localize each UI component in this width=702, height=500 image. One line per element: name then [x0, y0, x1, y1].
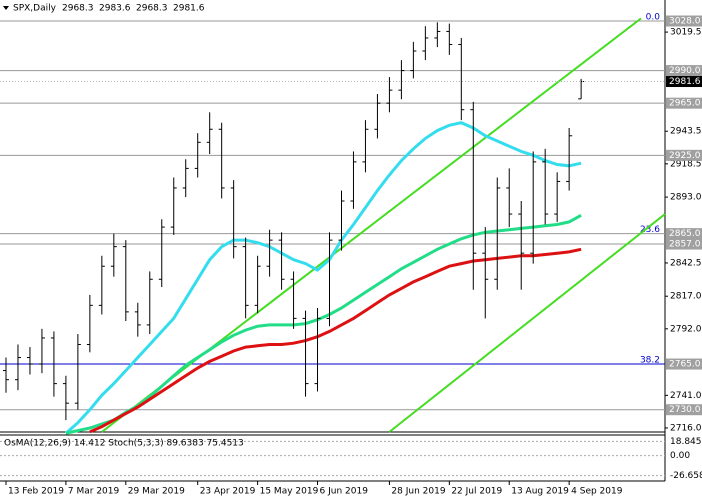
quote-value: 2981.6 [173, 4, 205, 14]
quote-value: 2968.3 [62, 4, 94, 14]
moving-average [65, 213, 582, 435]
x-tick-label: 28 Jun 2019 [391, 487, 445, 497]
level-label: 3028.0 [669, 17, 701, 27]
x-tick-label: 7 Mar 2019 [68, 487, 120, 497]
level-label-box [666, 404, 702, 416]
level-label-box [666, 358, 702, 370]
quote-value: 2968.3 [136, 4, 168, 14]
fib-label: 0.0 [646, 13, 661, 23]
level-label: 2965.0 [669, 99, 701, 109]
level-label: 2765.0 [669, 360, 701, 370]
current-price-box [666, 76, 702, 88]
level-label-box [666, 65, 702, 77]
y-tick-label: 3019.5 [670, 28, 702, 38]
level-label-box [666, 15, 702, 27]
indicator-tick-label: 18.845 [670, 437, 702, 447]
level-label: 2857.0 [669, 240, 701, 250]
y-tick-label: 2792.0 [670, 324, 702, 334]
level-label-box [666, 228, 702, 240]
indicator-title: OsMA(12,26,9) 14.412 Stoch(5,3,3) 89.638… [4, 439, 244, 449]
y-tick-label: 2741.0 [670, 391, 702, 401]
level-label-box [666, 238, 702, 250]
indicator-tick-label: 0.00 [670, 451, 690, 461]
level-label: 2925.0 [669, 151, 701, 161]
quote-value: 2983.6 [99, 4, 131, 14]
x-tick-label: 4 Sep 2019 [571, 487, 623, 497]
x-tick-label: 22 Jul 2019 [451, 487, 502, 497]
menu-arrow [3, 6, 9, 10]
y-tick-label: 2918.5 [670, 159, 702, 169]
x-tick-label: 6 Jun 2019 [320, 487, 369, 497]
fib-label: 23.6 [640, 225, 660, 235]
indicator-tick-label: -26.658 [670, 471, 702, 481]
trend-line [388, 213, 666, 433]
y-tick-label: 2943.5 [670, 127, 702, 137]
x-tick-label: 13 Feb 2019 [8, 487, 64, 497]
moving-average [64, 121, 582, 435]
y-tick-label: 2842.5 [670, 258, 702, 268]
moving-average [89, 247, 582, 434]
level-label-box [666, 149, 702, 161]
y-tick-label: 2817.0 [670, 292, 702, 302]
x-tick-label: 29 Mar 2019 [128, 487, 185, 497]
level-label: 2865.0 [669, 229, 701, 239]
level-label: 2730.0 [669, 405, 701, 415]
chart-title: SPX,Daily [13, 4, 57, 14]
x-tick-label: 23 Apr 2019 [200, 487, 256, 497]
current-price-label: 2981.6 [669, 77, 701, 87]
x-tick-label: 15 May 2019 [260, 487, 319, 497]
y-tick-label: 2716.0 [670, 423, 702, 433]
x-tick-label: 13 Aug 2019 [511, 487, 569, 497]
level-label-box [666, 97, 702, 109]
y-tick-label: 2893.0 [670, 193, 702, 203]
fib-label: 38.2 [640, 356, 660, 366]
level-label: 2990.0 [669, 66, 701, 76]
